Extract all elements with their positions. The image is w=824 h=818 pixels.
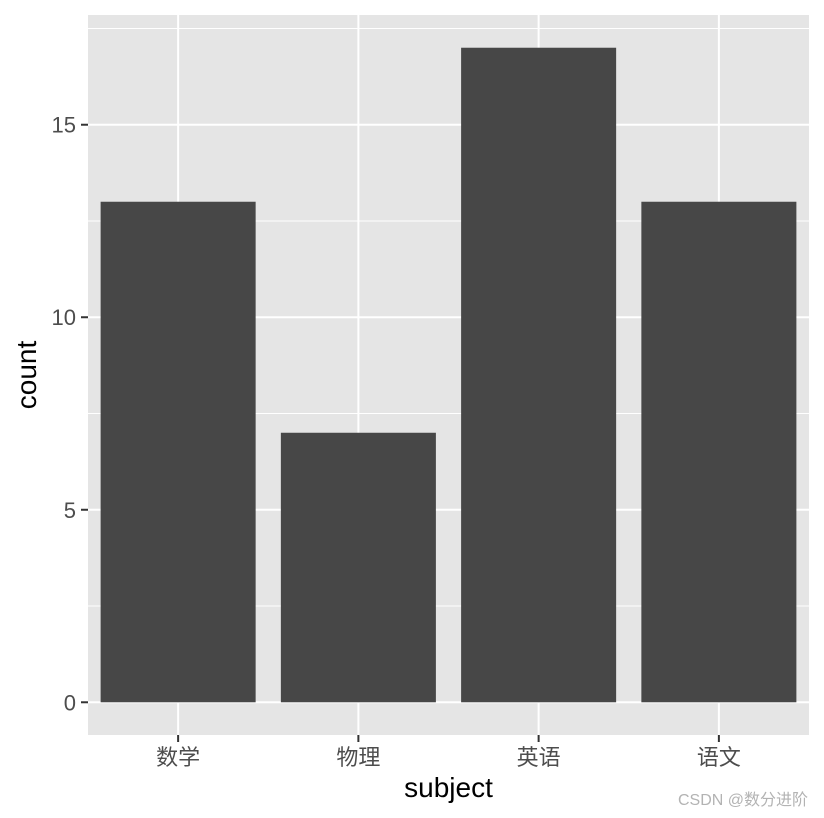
x-axis: 数学 物理 英语 语文 [156,735,741,770]
x-tick-label: 英语 [517,745,561,770]
y-axis-title: count [11,341,42,410]
bar-数学 [100,201,256,703]
bar-物理 [280,432,436,703]
bar-语文 [641,201,797,703]
y-tick-label: 5 [64,498,76,523]
x-tick-label: 物理 [336,745,380,770]
x-tick-label: 数学 [156,745,200,770]
x-tick-label: 语文 [697,745,741,770]
y-axis: 0 5 10 15 [52,113,88,715]
bar-英语 [461,47,617,703]
y-tick-label: 0 [64,690,76,715]
y-tick-label: 10 [52,305,76,330]
y-tick-label: 15 [52,113,76,138]
x-axis-title: subject [404,772,493,803]
bars [100,47,797,703]
watermark: CSDN @数分进阶 [677,792,808,809]
